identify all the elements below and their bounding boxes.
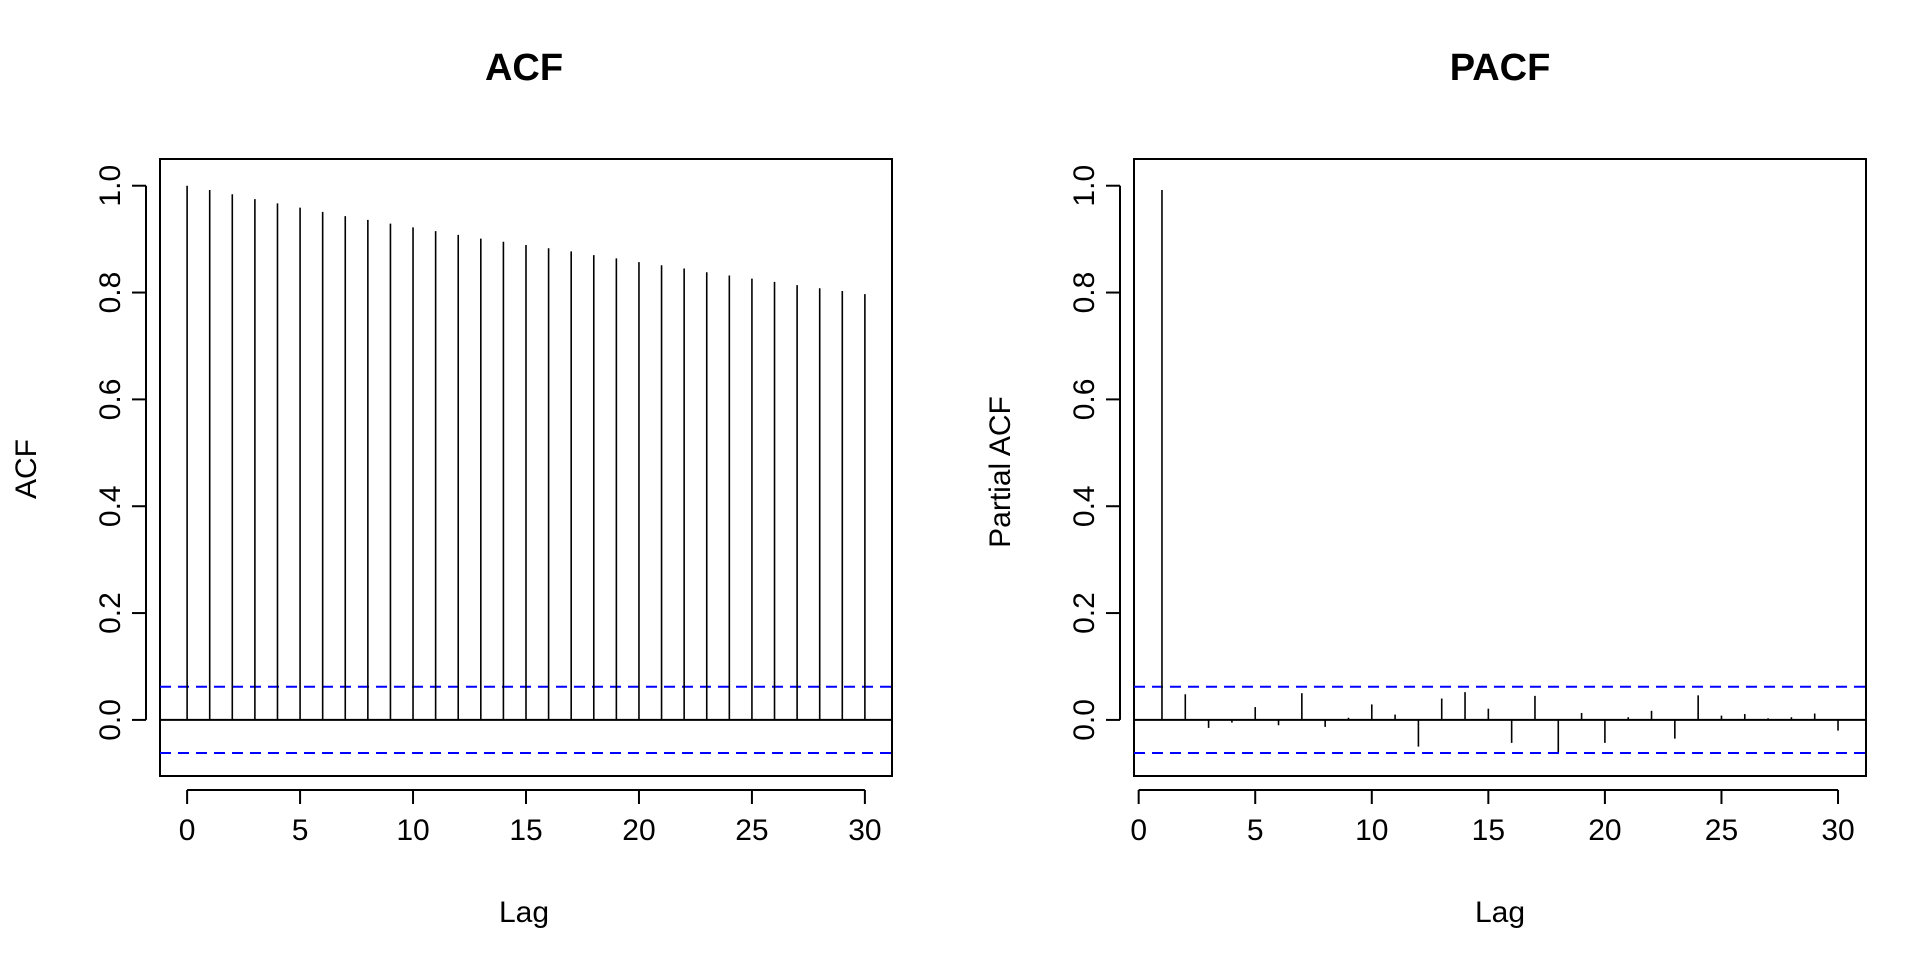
x-tick-label: 20 <box>622 814 655 847</box>
x-tick-label: 30 <box>848 814 881 847</box>
y-tick-label: 0.6 <box>1068 379 1101 421</box>
pacf-panel: PACF Lag Partial ACF 0 5 10 15 20 25 300.00.20… <box>984 47 1867 929</box>
x-tick-label: 15 <box>509 814 542 847</box>
x-tick-label: 30 <box>1821 814 1854 847</box>
chart-title: PACF <box>1450 47 1551 89</box>
plot-frame <box>1133 158 1867 777</box>
x-axis-label: Lag <box>499 896 549 929</box>
y-tick-label: 0.0 <box>1068 699 1101 741</box>
y-tick-label: 0.2 <box>94 592 127 634</box>
y-tick-label: 1.0 <box>94 165 127 207</box>
y-tick-label: 0.4 <box>94 485 127 527</box>
y-tick-label: 0.8 <box>1068 272 1101 314</box>
x-tick-label: 20 <box>1588 814 1621 847</box>
x-tick-label: 5 <box>1247 814 1264 847</box>
x-tick-label: 10 <box>1355 814 1388 847</box>
x-tick-label: 15 <box>1472 814 1505 847</box>
x-tick-label: 25 <box>735 814 768 847</box>
plot-area: 0 5 10 15 20 25 30 0.0 0.2 0.4 0.6 0.8 1.0 <box>94 158 893 847</box>
x-tick-label: 0 <box>179 814 196 847</box>
x-tick-label: 10 <box>396 814 429 847</box>
y-tick-label: 0.6 <box>94 379 127 421</box>
chart-title: ACF <box>485 47 563 89</box>
x-tick-label: 0 <box>1130 814 1147 847</box>
plot-frame <box>159 158 893 777</box>
x-tick-label: 25 <box>1705 814 1738 847</box>
y-tick-label: 0.0 <box>94 699 127 741</box>
y-tick-label: 1.0 <box>1068 165 1101 207</box>
x-axis-label: Lag <box>1475 896 1525 929</box>
acf-panel: ACF Lag ACF 0 5 10 15 20 25 30 0.0 0.2 0.4 0.6 0.8 1… <box>10 47 893 929</box>
plot-area: 0 5 10 15 20 25 30 0.0 0.2 0.4 0.6 0.8 1.0 <box>1068 158 1867 847</box>
y-axis-label: ACF <box>10 439 43 499</box>
y-tick-label: 0.8 <box>94 272 127 314</box>
x-tick-label: 5 <box>292 814 309 847</box>
y-tick-label: 0.2 <box>1068 592 1101 634</box>
y-tick-label: 0.4 <box>1068 485 1101 527</box>
y-axis-label: Partial ACF <box>984 396 1017 548</box>
